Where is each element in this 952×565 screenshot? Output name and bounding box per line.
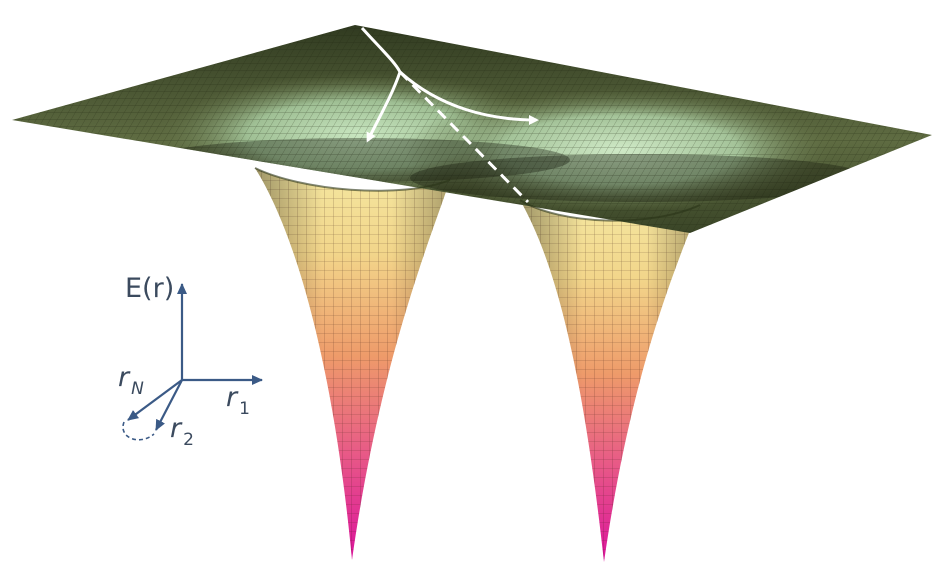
incoming-path xyxy=(360,26,402,73)
rN-axis xyxy=(127,379,183,421)
right-energy-well xyxy=(520,200,700,562)
energy-plateau-surface xyxy=(12,25,932,233)
branch-right-arrow xyxy=(398,70,539,125)
dashed-ridge-path xyxy=(398,70,530,204)
reaction-path-arrows xyxy=(360,26,539,204)
energy-axis-label: E(r) xyxy=(125,273,174,304)
branch-left-arrow xyxy=(366,71,402,143)
left-energy-well xyxy=(255,168,450,560)
r2-axis xyxy=(155,379,183,431)
dimension-arc xyxy=(122,421,155,441)
